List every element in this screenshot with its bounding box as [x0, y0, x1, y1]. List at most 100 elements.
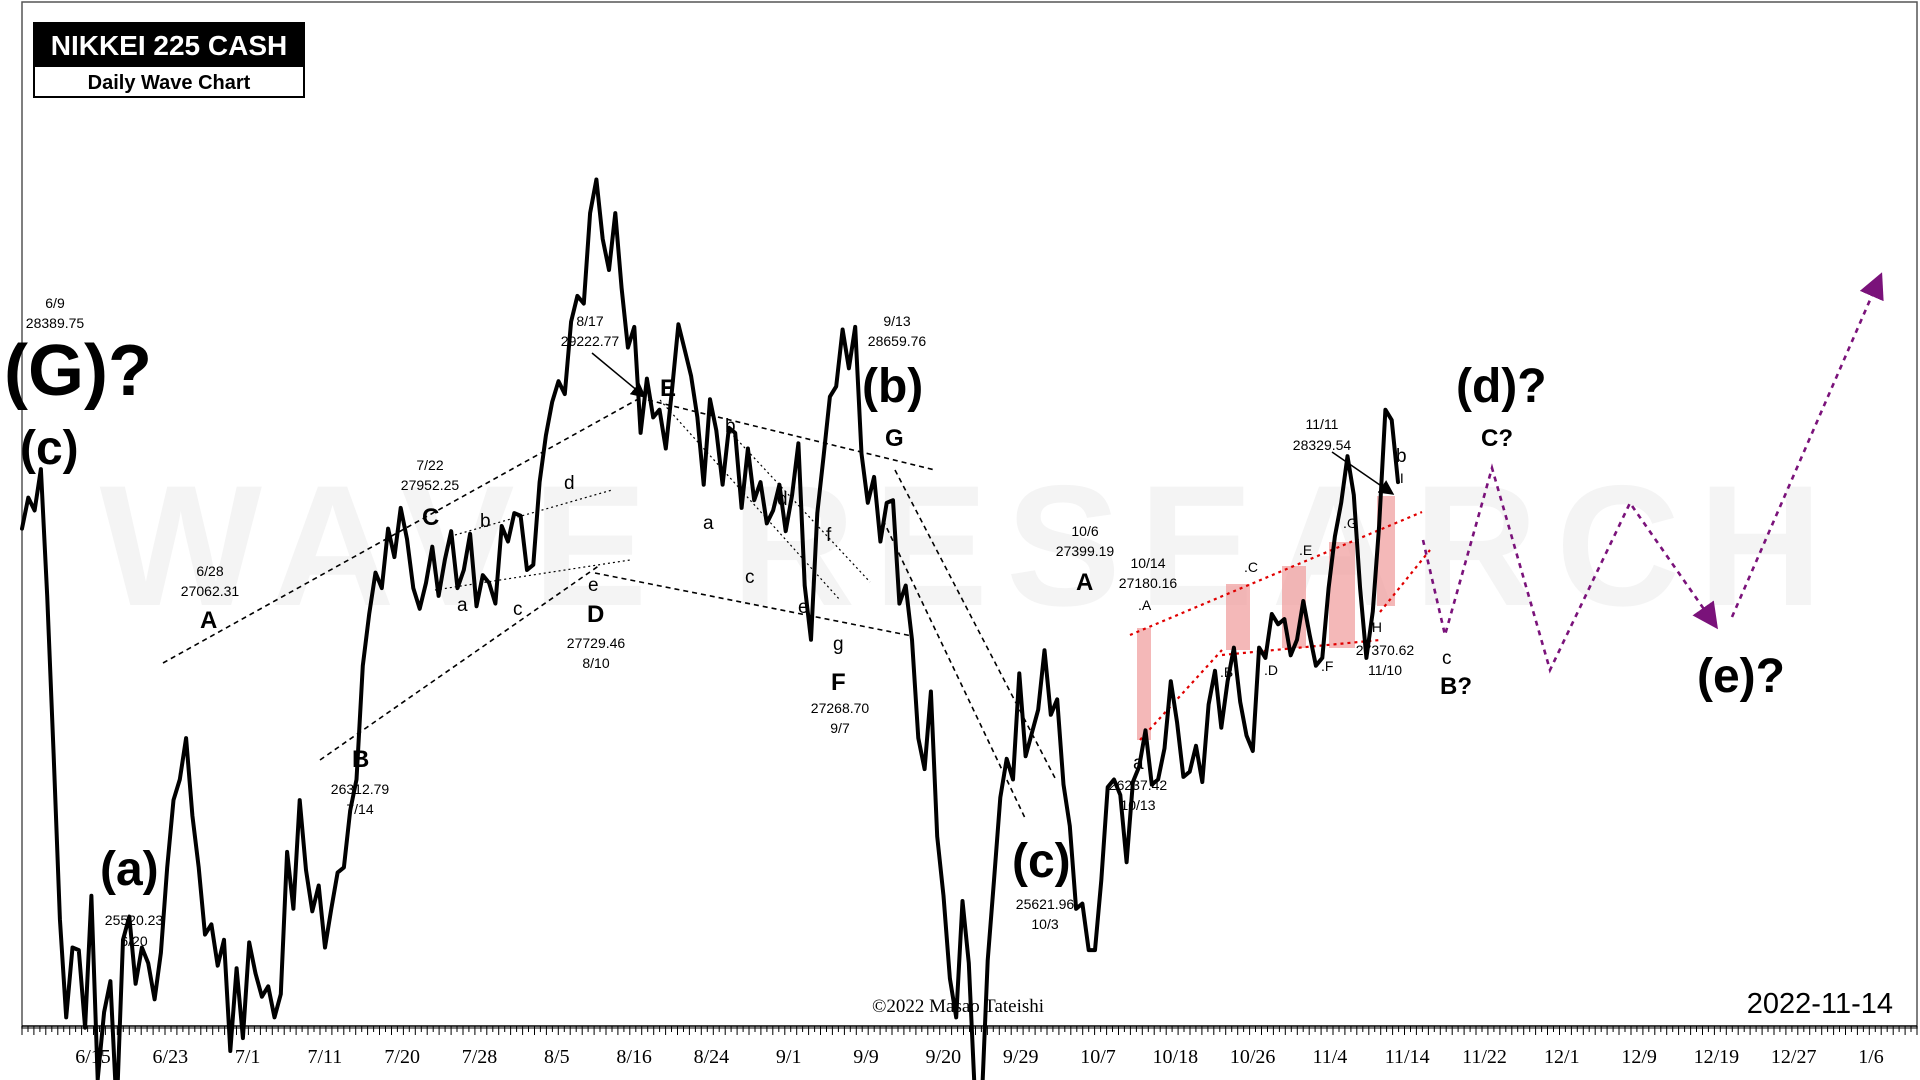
x-tick-label: 6/23: [153, 1046, 189, 1068]
date-label: 8/10: [582, 655, 609, 671]
value-label: 26237.42: [1109, 777, 1168, 793]
wave-label-b-primary: (b): [862, 360, 923, 413]
x-tick-label: 12/27: [1771, 1046, 1817, 1068]
value-label: 27062.31: [181, 583, 240, 599]
value-label: 25621.96: [1016, 896, 1075, 912]
point-label-A: .A: [1138, 597, 1152, 613]
date-label: 10/3: [1031, 916, 1058, 932]
wave-label-E: E: [660, 375, 676, 402]
x-tick-label: 7/20: [384, 1046, 420, 1068]
sub-label-d: d: [564, 473, 575, 494]
sub-label-e: e: [798, 597, 809, 618]
x-tick-label: 12/1: [1544, 1046, 1580, 1068]
trend-line: [882, 519, 1026, 819]
sub-trend-line: [454, 489, 613, 536]
value-label: 25520.23: [105, 912, 164, 928]
sub-label-b: b: [725, 416, 736, 437]
sub-label-c: c: [745, 567, 755, 588]
wave-label-c-left: (c): [20, 422, 79, 475]
sub-label-b: b: [1396, 446, 1407, 467]
wave-label-F: F: [831, 669, 846, 696]
value-label: 27399.19: [1056, 543, 1115, 559]
x-tick-label: 8/16: [616, 1046, 652, 1068]
point-label-I: .I: [1396, 470, 1404, 486]
wave-label-D: D: [587, 601, 604, 628]
point-label-G: .G: [1343, 515, 1358, 531]
wave-label-B: B: [352, 746, 369, 773]
value-label: 27180.16: [1119, 575, 1178, 591]
value-label: 28659.76: [868, 333, 927, 349]
x-tick-label: 10/18: [1153, 1046, 1199, 1068]
x-tick-label: 7/1: [235, 1046, 261, 1068]
date-label: 6/20: [120, 933, 147, 949]
wave-label-C: C: [422, 504, 439, 531]
chart-date: 2022-11-14: [1747, 988, 1893, 1020]
sub-label-a: a: [1133, 753, 1144, 774]
price-series-line: [20, 177, 1400, 1080]
sub-label-g: g: [833, 634, 844, 655]
trend-line: [319, 564, 601, 761]
x-tick-label: 8/5: [544, 1046, 570, 1068]
date-label: 6/9: [45, 295, 65, 311]
point-label-H: .H: [1368, 619, 1382, 635]
wave-label-G: G: [885, 425, 904, 452]
x-tick-label: 7/11: [307, 1046, 342, 1068]
wave-label-g: (G)?: [4, 331, 152, 411]
x-tick-label: 9/29: [1003, 1046, 1039, 1068]
x-tick-label: 1/6: [1858, 1046, 1884, 1068]
date-label: 10/6: [1071, 523, 1098, 539]
date-label: 10/13: [1120, 797, 1155, 813]
sub-label-d: d: [777, 489, 788, 510]
date-label: 6/28: [196, 563, 223, 579]
x-tick-label: 10/26: [1230, 1046, 1276, 1068]
e-arrow: [591, 352, 647, 398]
trend-lines: [162, 397, 1056, 819]
projection-arrow: [1730, 272, 1884, 618]
date-label: 11/10: [1368, 662, 1402, 678]
x-axis: 6/15 6/23 7/1 7/11 7/20 7/28 8/5 8/16 8/24 9/1 9/9…: [21, 1025, 1918, 1068]
sub-label-c: c: [513, 599, 523, 620]
date-label: 10/14: [1130, 555, 1165, 571]
point-label-C: .C: [1244, 559, 1258, 575]
x-tick-label: 8/24: [694, 1046, 730, 1068]
date-label: 11/11: [1306, 416, 1339, 432]
wave-label-C-projected: C?: [1481, 425, 1513, 452]
value-label: 27729.46: [567, 635, 626, 651]
x-tick-label: 9/20: [926, 1046, 962, 1068]
wave-label-B-projected: B?: [1440, 673, 1472, 700]
value-label: 28389.75: [26, 315, 85, 331]
sub-label-a: a: [703, 513, 714, 534]
sub-label-a: a: [457, 595, 468, 616]
value-label: 26312.79: [331, 781, 390, 797]
wave-label-a-primary: (a): [100, 843, 159, 896]
chart-subtitle: Daily Wave Chart: [88, 72, 251, 94]
sub-label-b: b: [480, 511, 491, 532]
sub-trend-line: [729, 431, 871, 583]
sub-label-c: c: [1442, 648, 1452, 669]
x-tick-label: 11/22: [1462, 1046, 1507, 1068]
date-label: 7/14: [346, 801, 373, 817]
wave-label-A: A: [200, 607, 217, 634]
value-label: 27952.25: [401, 477, 460, 493]
red-channel: [1129, 510, 1431, 741]
point-label-B: .B: [1220, 664, 1233, 680]
wave-label-e-projected: (e)?: [1697, 650, 1785, 703]
date-label: 7/22: [416, 457, 443, 473]
date-label: 9/7: [830, 720, 850, 736]
sub-label-f: f: [826, 525, 832, 546]
wave-label-d-projected: (d)?: [1456, 360, 1547, 413]
trend-line: [162, 397, 641, 664]
x-tick-label: 12/9: [1621, 1046, 1657, 1068]
point-label-D: .D: [1264, 662, 1278, 678]
x-tick-label: 9/9: [853, 1046, 879, 1068]
sub-trend-lines: [434, 399, 871, 601]
value-label: 27370.62: [1356, 642, 1415, 658]
red-box: [1377, 496, 1395, 606]
x-tick-label: 12/19: [1694, 1046, 1740, 1068]
projection-path: [1421, 463, 1718, 674]
chart-title: NIKKEI 225 CASH: [51, 30, 288, 61]
x-tick-label: 10/7: [1080, 1046, 1116, 1068]
value-label: 29222.77: [561, 333, 620, 349]
date-label: 9/13: [883, 313, 910, 329]
